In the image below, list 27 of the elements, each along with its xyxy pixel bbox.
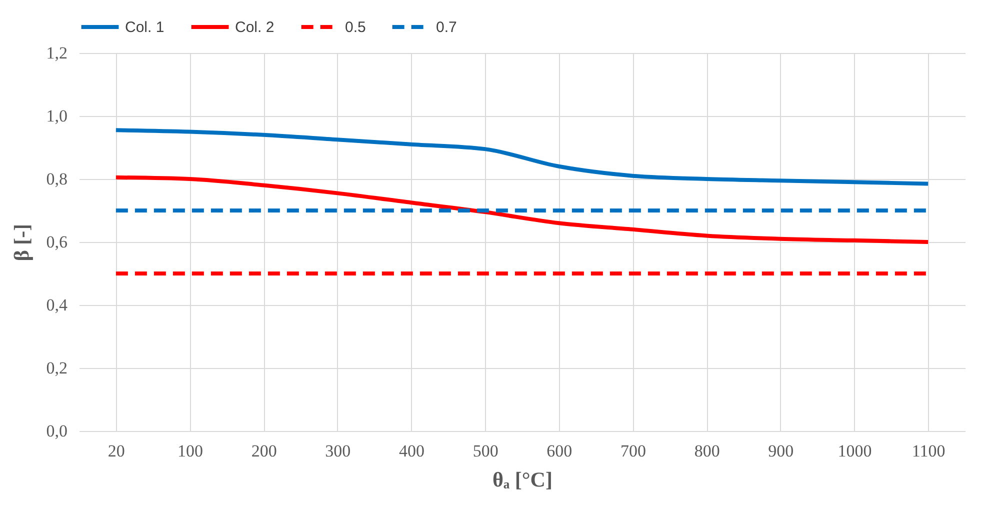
x-tick-label: 20 [108,442,125,460]
x-tick-label: 500 [472,442,498,460]
line-series [114,128,930,186]
x-axis-title: θₐ [°C] [492,468,552,492]
y-tick-label: 0,0 [46,422,68,440]
y-tick-label: 0,2 [46,358,68,378]
x-tick-label: 900 [768,442,794,460]
x-tick-label: 100 [178,442,203,460]
x-tick-label: 300 [325,442,351,460]
y-tick-label: 1,2 [46,44,68,62]
line-series [114,175,930,244]
y-tick-label: 1,0 [46,106,68,126]
legend-label: 0.5 [345,19,366,36]
x-tick-label: 200 [251,442,277,460]
x-tick-label: 1000 [838,442,872,460]
x-tick-label: 800 [694,442,720,460]
legend-label: Col. 1 [125,19,164,36]
x-tick-label: 600 [546,442,572,460]
y-axis-title: β [-] [9,224,34,262]
y-tick-label: 0,8 [46,170,68,188]
x-tick-label: 700 [620,442,646,460]
legend-label: Col. 2 [235,19,274,36]
x-tick-label: 1100 [912,442,946,460]
legend-label: 0.7 [436,19,457,36]
y-tick-label: 0,4 [46,296,68,314]
x-tick-label: 400 [399,442,424,460]
y-tick-label: 0,6 [46,232,68,252]
